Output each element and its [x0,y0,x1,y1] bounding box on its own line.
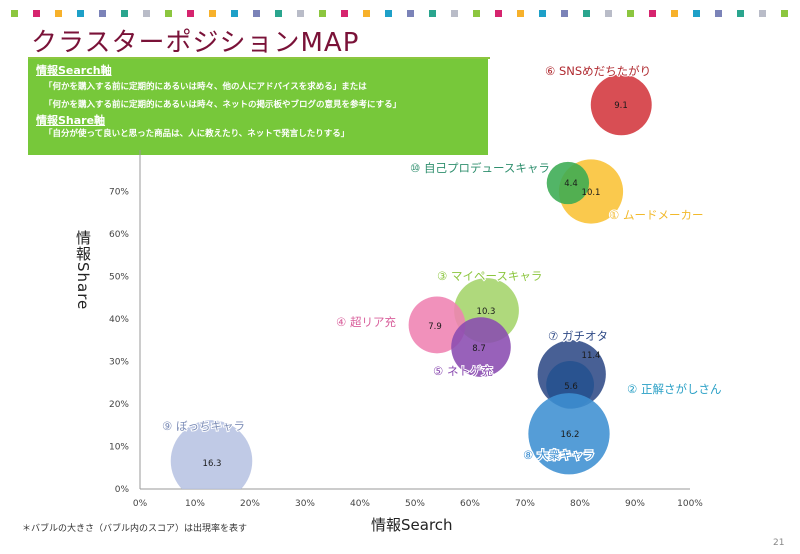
decor-dot [407,10,414,17]
decor-dot [77,10,84,17]
decor-dot [605,10,612,17]
footnote: ＊バブルの大きさ（バブル内のスコア）は出現率を表す [22,524,248,534]
bubble-category-label: ⑦ ガチオタ [548,329,608,343]
decor-dot [231,10,238,17]
x-tick-label: 70% [515,499,535,509]
search-axis-title: 情報Search軸 [36,64,112,77]
bubble [590,74,652,136]
x-tick-label: 80% [570,499,590,509]
decor-dot [297,10,304,17]
decor-dot [253,10,260,17]
decor-dot [583,10,590,17]
bubble-category-label: ① ムードメーカー [609,208,703,222]
x-tick-label: 10% [185,499,205,509]
x-tick-label: 40% [350,499,370,509]
search-axis-line: 「何かを購入する前に定期的にあるいは時々、他の人にアドバイスを求める」または [44,82,367,92]
decor-dot [517,10,524,17]
decor-dot [275,10,282,17]
x-tick-label: 30% [295,499,315,509]
bubble-value-label: 10.3 [477,307,496,317]
bubble-category-label: ③ マイペースキャラ [437,269,542,283]
decor-dot [759,10,766,17]
bubble [451,317,511,377]
bubble-value-label: 5.6 [564,382,578,392]
decor-dot [187,10,194,17]
decor-dot [451,10,458,17]
y-tick-label: 60% [109,230,129,240]
share-axis-title: 情報Share軸 [36,114,106,127]
decor-dot [737,10,744,17]
decor-dot [165,10,172,17]
decor-dot [539,10,546,17]
decor-dot [649,10,656,17]
decor-dot [143,10,150,17]
decor-dot [319,10,326,17]
decor-dot [429,10,436,17]
decor-dot [671,10,678,17]
axis-definition-box: 情報Search軸 「何かを購入する前に定期的にあるいは時々、他の人にアドバイス… [28,59,488,155]
bubble-value-label: 16.2 [561,430,580,440]
x-tick-label: 60% [460,499,480,509]
decor-dot [385,10,392,17]
decor-dot [341,10,348,17]
x-tick-label: 50% [405,499,425,509]
y-tick-label: 10% [109,443,129,453]
decor-dot [693,10,700,17]
x-tick-label: 90% [625,499,645,509]
page-number: 21 [773,538,785,548]
y-tick-label: 0% [115,485,130,495]
x-tick-label: 100% [677,499,703,509]
y-tick-label: 20% [109,400,129,410]
bubble-category-label: ④ 超リア充 [336,315,396,329]
bubble-category-label: ⑨ ぼっちキャラ [162,419,245,433]
page-title: クラスターポジションMAP [31,28,360,58]
y-tick-label: 30% [109,358,129,368]
decor-dot [363,10,370,17]
bubble-value-label: 7.9 [428,322,442,332]
decor-dot [781,10,788,17]
share-axis-line: 「自分が使って良いと思った商品は、人に教えたり、ネットで発言したりする」 [44,129,350,139]
decor-dot [33,10,40,17]
decor-dot [627,10,634,17]
title-divider [28,57,490,59]
y-tick-label: 40% [109,315,129,325]
bubble-category-label: ② 正解さがしさん [627,382,721,396]
decor-dot [473,10,480,17]
bubble-value-label: 9.1 [614,101,628,111]
bubble [528,393,610,475]
y-tick-label: 70% [109,188,129,198]
bubble-category-label: ⑧ 大衆キャラ [523,448,594,462]
decor-dot [99,10,106,17]
bubble-value-label: 10.1 [582,188,601,198]
bubble [546,161,590,205]
bubble-value-label: 11.4 [582,351,601,361]
search-axis-line: 「何かを購入する前に定期的にあるいは時々、ネットの掲示板やブログの意見を参考にす… [44,100,402,110]
decor-dot [121,10,128,17]
x-axis-label: 情報Search [371,516,453,534]
decor-dot [55,10,62,17]
bubble-category-label: ⑤ ネトゲ充 [433,364,493,378]
bubble-value-label: 8.7 [472,344,486,354]
decor-dot [209,10,216,17]
bubble-value-label: 4.4 [564,179,578,189]
bubble-category-label: ⑥ SNSめだちたがり [545,64,651,78]
y-tick-label: 50% [109,273,129,283]
decor-dot [495,10,502,17]
y-axis-label: 情報Share [74,230,92,311]
bubble [408,296,466,354]
decorative-dot-row [0,10,800,20]
bubble-category-label: ⑩ 自己プロデュースキャラ [410,161,550,175]
bubble [170,420,253,489]
decor-dot [561,10,568,17]
decor-dot [715,10,722,17]
x-tick-label: 20% [240,499,260,509]
bubble-value-label: 16.3 [203,459,222,469]
decor-dot [11,10,18,17]
x-tick-label: 0% [133,499,148,509]
